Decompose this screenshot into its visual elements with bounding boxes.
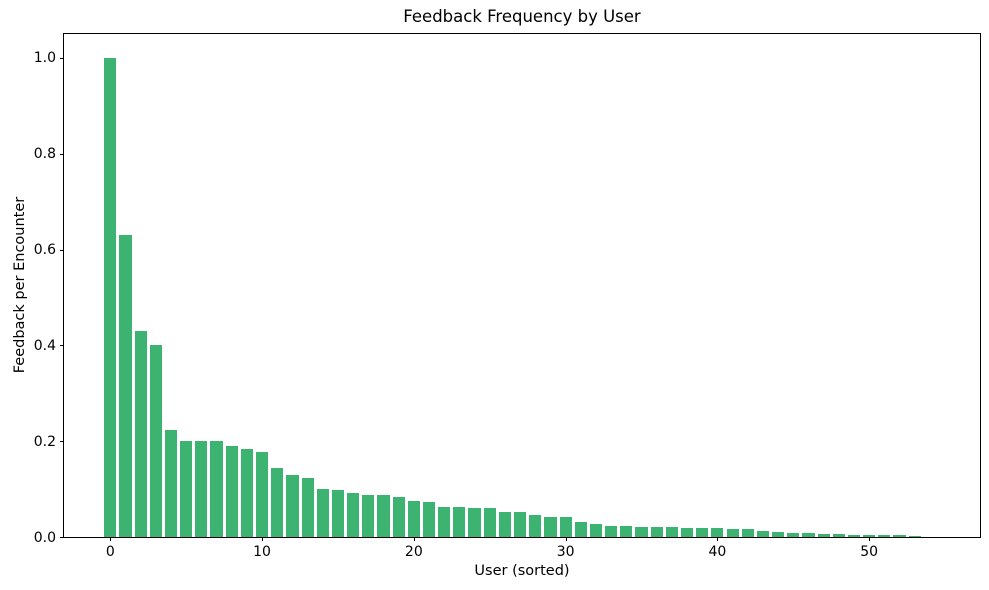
bar: [680, 527, 694, 537]
y-tick-label: 0.0: [33, 529, 56, 546]
bar: [240, 449, 253, 537]
bar: [605, 525, 618, 537]
bar: [453, 507, 466, 537]
bar: [574, 521, 587, 537]
bar: [832, 534, 845, 537]
bar: [787, 533, 800, 537]
bar: [377, 495, 390, 537]
bar: [286, 475, 299, 537]
bar: [802, 533, 815, 537]
bar: [559, 517, 572, 537]
bar: [392, 496, 405, 537]
bar: [635, 526, 648, 537]
bar: [422, 501, 436, 537]
y-tick-label: 0.8: [33, 146, 56, 163]
y-axis-label: Feedback per Encounter: [12, 196, 28, 374]
bar: [514, 512, 527, 537]
bar: [438, 506, 451, 537]
chart-title: Feedback Frequency by User: [403, 7, 641, 26]
bar: [210, 441, 223, 537]
bar: [696, 528, 709, 537]
y-tick-label: 1.0: [33, 50, 56, 67]
bar: [817, 533, 830, 537]
y-tick-mark: [60, 345, 64, 347]
x-tick-mark: [717, 537, 719, 541]
x-tick-mark: [565, 537, 567, 541]
bar: [847, 534, 861, 537]
bar: [468, 507, 481, 537]
bar: [711, 528, 724, 537]
bar: [726, 528, 739, 537]
bar: [316, 489, 329, 537]
bar: [134, 331, 147, 537]
bar: [119, 235, 132, 537]
bar: [180, 440, 193, 537]
bar: [149, 344, 162, 537]
bar: [164, 430, 178, 537]
bar: [331, 489, 345, 537]
bar: [893, 535, 906, 537]
bar: [908, 535, 921, 537]
y-tick-mark: [60, 441, 64, 443]
bar: [650, 526, 663, 537]
bar: [665, 527, 678, 537]
bar: [498, 511, 511, 537]
x-tick-label: 40: [708, 544, 727, 560]
x-tick-label: 50: [860, 544, 879, 560]
x-tick-mark: [110, 537, 112, 541]
bar: [878, 535, 891, 537]
bar: [271, 467, 284, 537]
bar: [863, 535, 876, 537]
y-tick-mark: [60, 153, 64, 155]
plot-area: 0 10 20 30 40 50 0.0 0.2 0.4 0.6 0.8 1.0: [34, 33, 981, 560]
bar: [741, 529, 754, 537]
bar: [529, 514, 542, 537]
bar: [589, 524, 603, 537]
bar: [195, 441, 208, 537]
x-axis-label: User (sorted): [474, 563, 570, 579]
bar: [407, 500, 420, 537]
bar: [225, 446, 238, 537]
x-tick-mark: [413, 537, 415, 541]
y-tick-mark: [60, 249, 64, 251]
y-tick-mark: [60, 57, 64, 59]
bar: [347, 493, 360, 537]
bar: [620, 526, 633, 537]
x-tick-label: 20: [404, 544, 423, 560]
y-tick-label: 0.2: [33, 433, 56, 450]
x-tick-mark: [869, 537, 871, 541]
bar: [362, 495, 375, 537]
x-tick-label: 0: [105, 544, 115, 560]
x-tick-mark: [262, 537, 264, 541]
x-tick-label: 30: [556, 544, 575, 560]
y-tick-label: 0.4: [33, 337, 56, 354]
y-tick-mark: [60, 537, 64, 538]
y-tick-label: 0.6: [33, 242, 56, 259]
bar: [772, 532, 785, 537]
bar: [756, 530, 770, 537]
bar: [301, 477, 314, 537]
bar: [104, 57, 117, 537]
x-tick-label: 10: [253, 544, 271, 560]
bar: [256, 452, 269, 537]
bar: [483, 508, 496, 537]
bar: [544, 517, 557, 537]
